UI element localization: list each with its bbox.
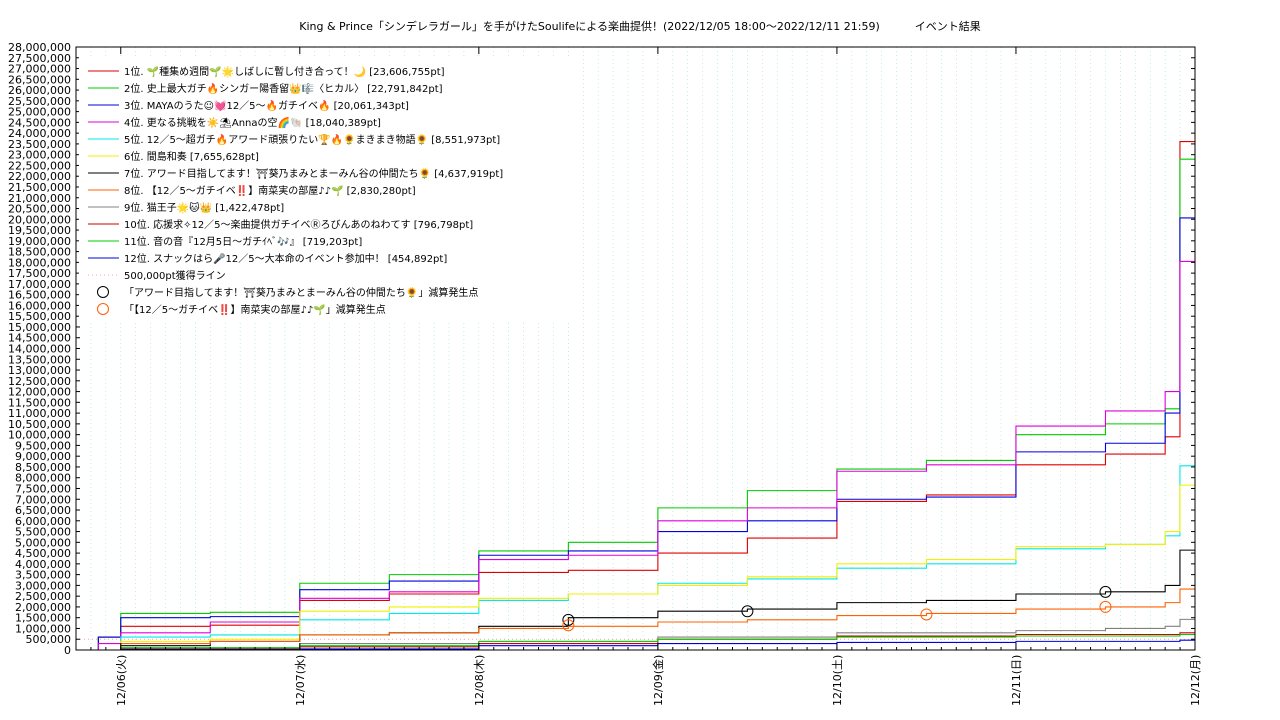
x-tick-label: 12/09(金) (651, 655, 665, 706)
legend-label-3: 3位. MAYAのうた☺💓12／5〜🔥ガチイベ🔥 [20,061,343pt] (124, 99, 409, 112)
y-tick-label: 25,000,000 (8, 106, 71, 119)
y-tick-label: 2,500,000 (15, 590, 71, 603)
legend-label-2: 2位. 史上最大ガチ🔥シンガー陽香留👑🎼〈ヒカル〉 [22,791,842pt] (124, 82, 443, 95)
y-tick-label: 500,000 (26, 633, 72, 646)
y-tick-label: 24,000,000 (8, 127, 71, 140)
axes: 0500,0001,000,0001,500,0002,000,0002,500… (8, 41, 1202, 706)
legend-label-12: 12位. スナックはら🎤12／5〜大本命のイベント参加中！ [454,892pt… (124, 252, 447, 265)
x-tick-label: 12/06(火) (115, 655, 128, 706)
y-tick-label: 8,500,000 (15, 461, 71, 474)
y-tick-label: 1,500,000 (15, 612, 71, 625)
y-tick-label: 9,000,000 (15, 450, 71, 463)
chart-title: King & Prince「シンデレラガール」を手がけたSoulifeによる楽曲… (299, 20, 981, 33)
x-tick-label: 12/11(日) (1010, 655, 1023, 706)
y-tick-label: 23,500,000 (8, 138, 71, 151)
x-tick-label: 12/08(木) (473, 655, 486, 706)
y-tick-label: 5,500,000 (15, 526, 71, 539)
marker-point-2 (920, 608, 933, 621)
series-line-8 (76, 588, 1195, 651)
legend-label-10: 10位. 応援求✧12／5〜楽曲提供ガチイベⓇろびんあのねわてす [796,79… (124, 218, 473, 231)
marker-point-1 (1099, 585, 1112, 598)
y-tick-label: 0 (64, 644, 71, 657)
y-tick-label: 17,500,000 (8, 267, 71, 280)
y-tick-label: 8,000,000 (15, 472, 71, 485)
legend-label-5: 5位. 12／5〜超ガチ🔥アワード頑張りたい🏆🔥🌻まきまき物語🌻 [8,551,… (124, 133, 500, 146)
y-tick-label: 25,500,000 (8, 95, 71, 108)
marker-points (562, 585, 1112, 632)
y-tick-label: 22,500,000 (8, 159, 71, 172)
y-tick-label: 23,000,000 (8, 149, 71, 162)
legend-background (79, 57, 579, 322)
y-tick-label: 13,000,000 (8, 364, 71, 377)
y-tick-label: 9,500,000 (15, 439, 71, 452)
y-tick-label: 27,000,000 (8, 63, 71, 76)
legend-label-11: 11位. 音の音『12月5日〜ガチｲﾍﾞ🎶』 [719,203pt] (124, 235, 362, 248)
y-tick-label: 11,000,000 (8, 407, 71, 420)
y-tick-label: 14,500,000 (8, 332, 71, 345)
y-tick-label: 18,000,000 (8, 256, 71, 269)
plot-frame (75, 46, 1196, 651)
y-tick-label: 10,500,000 (8, 418, 71, 431)
legend-marker-1 (97, 286, 109, 298)
y-tick-label: 20,000,000 (8, 213, 71, 226)
y-tick-label: 3,500,000 (15, 569, 71, 582)
marker-point-1 (741, 605, 754, 618)
y-tick-label: 1,000,000 (15, 622, 71, 635)
y-tick-label: 21,500,000 (8, 181, 71, 194)
y-tick-label: 26,000,000 (8, 84, 71, 97)
y-tick-label: 27,500,000 (8, 52, 71, 65)
y-tick-label: 15,500,000 (8, 310, 71, 323)
y-tick-label: 13,500,000 (8, 353, 71, 366)
y-tick-label: 7,000,000 (15, 493, 71, 506)
legend-label-marker-1: 「アワード目指してます！⛩葵乃まみとまーみん谷の仲間たち🌻」減算発生点 (124, 286, 478, 299)
legend-label-6: 6位. 間島和奏 [7,655,628pt] (124, 150, 259, 163)
legend-label-4: 4位. 更なる挑戦を☀️⛱Annaの空🌈🐚 [18,040,389pt] (124, 116, 381, 129)
y-tick-label: 2,000,000 (15, 601, 71, 614)
legend-label-threshold: 500,000pt獲得ライン (124, 269, 226, 282)
y-tick-label: 22,000,000 (8, 170, 71, 183)
x-tick-label: 12/12(月) (1189, 655, 1202, 706)
legend: 1位. 🌱種集め週間🌱🌟しばしに暫し付き合って！🌙 [23,606,755pt]… (79, 57, 579, 322)
y-tick-label: 4,500,000 (15, 547, 71, 560)
y-tick-label: 7,500,000 (15, 482, 71, 495)
y-tick-label: 15,000,000 (8, 321, 71, 334)
legend-label-7: 7位. アワード目指してます！⛩葵乃まみとまーみん谷の仲間たち🌻 [4,637,… (124, 167, 503, 180)
series-line-11 (76, 633, 1195, 651)
y-tick-label: 18,500,000 (8, 246, 71, 259)
y-tick-label: 21,000,000 (8, 192, 71, 205)
marker-point-2 (1099, 600, 1112, 613)
y-tick-label: 26,500,000 (8, 73, 71, 86)
y-tick-label: 6,500,000 (15, 504, 71, 517)
y-tick-label: 16,000,000 (8, 299, 71, 312)
legend-label-8: 8位. 【12／5〜ガチイベ‼️】南菜実の部屋♪♪🌱 [2,830,280pt] (124, 184, 416, 197)
x-tick-label: 12/10(土) (831, 655, 844, 706)
y-tick-label: 12,000,000 (8, 386, 71, 399)
marker-point-2 (562, 619, 575, 632)
legend-label-9: 9位. 猫王子🌟🐱👑 [1,422,478pt] (124, 201, 284, 214)
y-tick-label: 16,500,000 (8, 289, 71, 302)
y-tick-label: 17,000,000 (8, 278, 71, 291)
y-tick-label: 14,000,000 (8, 343, 71, 356)
y-tick-label: 5,000,000 (15, 536, 71, 549)
x-tick-label: 12/07(水) (294, 655, 307, 706)
series-line-6 (76, 484, 1195, 651)
legend-label-1: 1位. 🌱種集め週間🌱🌟しばしに暫し付き合って！🌙 [23,606,755pt] (124, 65, 445, 78)
marker-point-1 (562, 613, 575, 626)
y-tick-label: 4,000,000 (15, 558, 71, 571)
y-tick-label: 3,000,000 (15, 579, 71, 592)
y-tick-label: 19,500,000 (8, 224, 71, 237)
series-line-4 (76, 260, 1195, 651)
y-tick-label: 10,000,000 (8, 429, 71, 442)
y-tick-label: 12,500,000 (8, 375, 71, 388)
y-tick-label: 28,000,000 (8, 41, 71, 54)
y-tick-label: 20,500,000 (8, 203, 71, 216)
legend-label-marker-2: 「【12／5〜ガチイベ‼️】南菜実の部屋♪♪🌱」減算発生点 (124, 303, 386, 316)
y-tick-label: 19,000,000 (8, 235, 71, 248)
legend-marker-2 (97, 303, 109, 315)
y-tick-label: 24,500,000 (8, 116, 71, 129)
y-tick-label: 11,500,000 (8, 396, 71, 409)
y-tick-label: 6,000,000 (15, 515, 71, 528)
